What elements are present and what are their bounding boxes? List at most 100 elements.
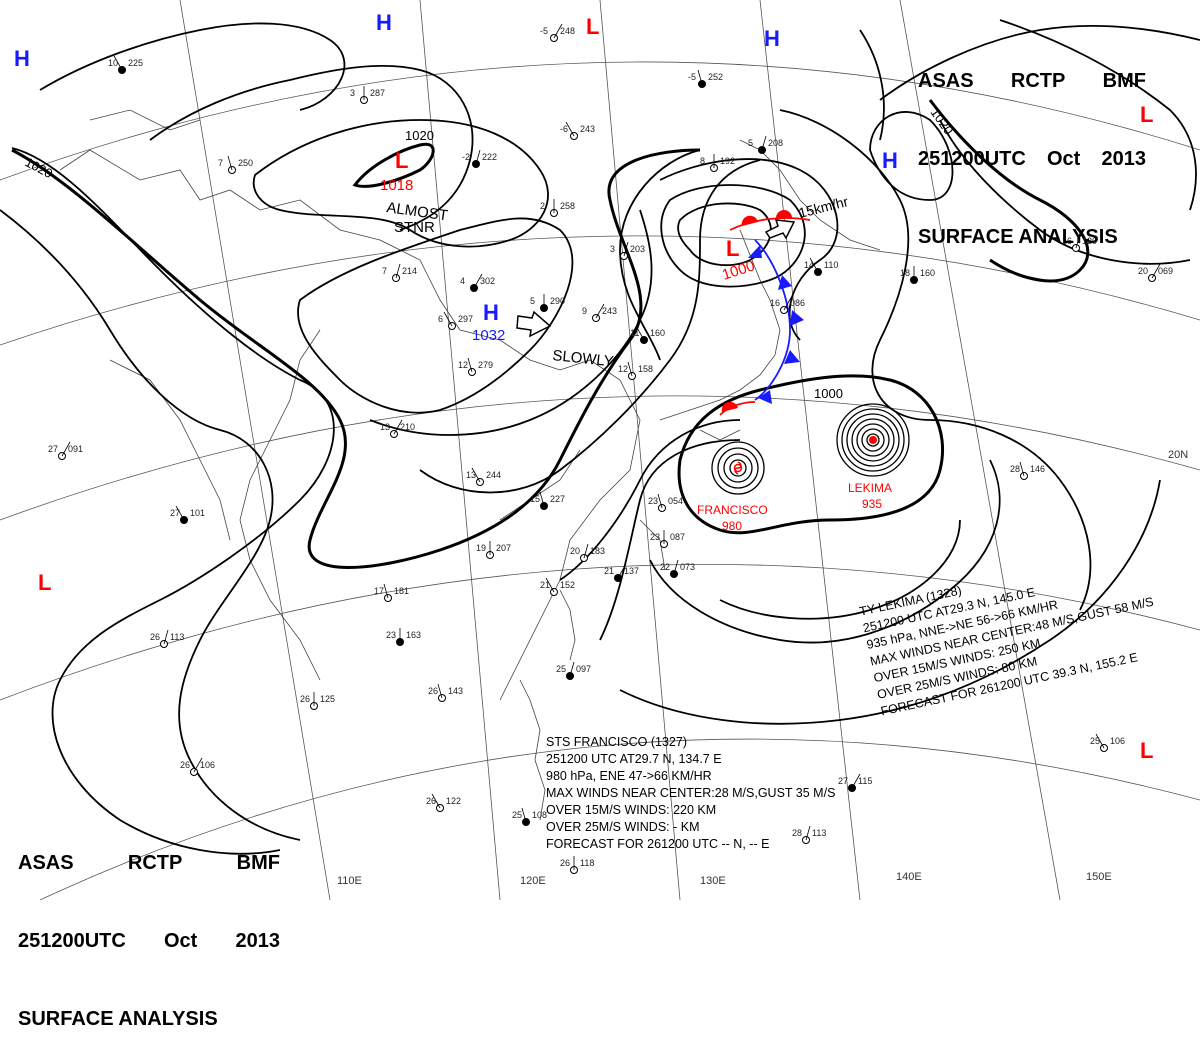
francisco-info-block: STS FRANCISCO (1327) 251200 UTC AT29.7 N… [546,734,835,853]
station-temperature: 20 [1138,266,1148,276]
wind-barb [443,311,453,327]
lon-label-140e: 140E [896,871,922,883]
footer-office2: BMF [236,852,280,874]
station-pressure: 073 [680,562,695,572]
francisco-symbol [733,461,743,475]
low-japan-value: 1000 [720,257,757,283]
isobar-1000-closed [677,374,945,535]
low-japan-motion-arrow [764,219,796,240]
wind-barb [471,467,481,483]
station-pressure: 120 [1082,236,1097,246]
low-nw-symbol: L [395,148,408,173]
station-plot: 18 160 [900,266,935,284]
high-china-motion-arrow [516,310,552,338]
station-pressure: 302 [480,276,495,286]
station-pressure: 137 [624,566,639,576]
wind-barb [1151,263,1161,279]
wind-barb [595,303,605,319]
station-pressure: 225 [128,58,143,68]
station-plot: 25 097 [556,661,591,680]
header-bottom-left: ASAS RCTP BMF 251200UTC Oct 2013 SURFACE ANA… [18,798,280,1058]
station-temperature: 22 [660,562,670,572]
station-pressure: 181 [394,586,409,596]
station-plot: 3 203 [610,241,645,260]
station-plot: 13 210 [380,419,415,438]
station-temperature: 12 [618,364,628,374]
wind-barb [635,325,645,341]
header-office2: BMF [1102,70,1146,92]
footer-month: Oct [164,930,198,952]
station-plot: 16 120 [1062,233,1097,252]
station-temperature: 25 [556,664,566,674]
station-temperature: 26 [560,858,570,868]
station-pressure: 258 [560,201,575,211]
header-title: SURFACE ANALYSIS [918,226,1118,248]
station-plot: 17 181 [374,583,409,602]
station-plot: 19 207 [476,541,511,559]
station-temperature: 5 [530,296,535,306]
station-temperature: 16 [770,298,780,308]
station-plot: 14 110 [804,257,838,276]
station-plot: 5 208 [748,135,783,154]
station-plot: -2 222 [462,149,497,168]
wind-barb [1095,733,1105,749]
station-plot: -5 252 [688,69,723,88]
low-symbol-sw: L [38,570,51,595]
station-pressure: 118 [580,858,594,868]
francisco-name: FRANCISCO [697,503,768,517]
station-plot: 20 183 [570,543,605,562]
station-temperature: 26 [150,632,160,642]
francisco-info-line: 980 hPa, ENE 47->66 KM/HR [546,769,712,783]
station-temperature: 19 [476,543,486,553]
station-temperature: 18 [900,268,910,278]
station-plot: 28 146 [1010,461,1045,480]
lon-label-120e: 120E [520,875,546,887]
station-temperature: 21 [540,580,550,590]
station-pressure: 287 [370,88,385,98]
station-pressure: 279 [478,360,493,370]
isobars-bold [11,99,1090,569]
station-temperature: 26 [426,796,436,806]
station-plot: 12 279 [458,357,493,376]
lekima-pressure: 935 [862,497,882,511]
station-pressure: 106 [200,760,215,770]
lon-label-150e: 150E [1086,871,1112,883]
station-pressure: 086 [790,298,805,308]
station-plot: 23 087 [650,530,685,548]
header-time: 251200UTC [918,148,1026,170]
high-symbol-left: H [14,46,30,71]
station-plot: 27 115 [838,773,872,792]
station-temperature: 13 [380,422,390,432]
footer-title: SURFACE ANALYSIS [18,1008,218,1030]
station-pressure: 243 [580,124,595,134]
station-plot: 8 192 [700,154,735,172]
station-pressure: 108 [532,810,547,820]
station-pressure: 115 [858,776,872,786]
lekima-rings [836,403,910,477]
station-pressure: 210 [400,422,415,432]
wind-barb [545,577,555,593]
high-china-symbol: H [483,300,499,325]
low-nw-note-2: STNR [394,219,435,236]
wind-barb [657,493,663,509]
station-pressure: 207 [496,543,511,553]
station-pressure: 069 [1158,266,1173,276]
station-plot: 26 106 [180,757,215,776]
station-pressure: 054 [668,496,683,506]
station-temperature: 9 [582,306,587,316]
station-pressure: 192 [720,156,735,166]
warm-front [719,210,811,416]
station-temperature: 12 [458,360,468,370]
lon-label-110e: 110E [337,875,362,887]
francisco-info-line: OVER 15M/S WINDS: 220 KM [546,803,717,817]
wind-barb [673,559,679,575]
lekima-name: LEKIMA [848,481,892,495]
wind-barb [697,69,703,85]
station-plot: 13 244 [466,467,501,486]
station-pressure: 101 [190,508,205,518]
wind-barb [623,241,629,257]
station-temperature: 3 [610,244,615,254]
station-pressure: 183 [590,546,605,556]
station-pressure: 244 [486,470,501,480]
